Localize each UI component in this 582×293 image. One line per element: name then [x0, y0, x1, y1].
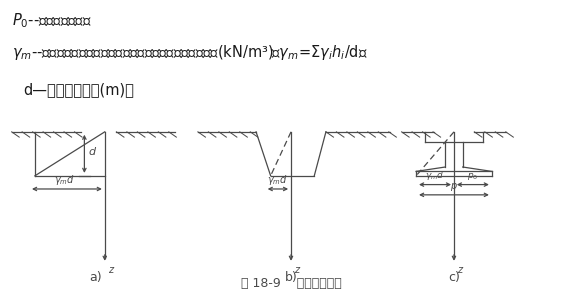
Text: d—基础埋置深度(m)。: d—基础埋置深度(m)。 [23, 82, 134, 97]
Text: $\it{\gamma}_m d$: $\it{\gamma}_m d$ [267, 173, 289, 187]
Text: $\it{\gamma}_m d$: $\it{\gamma}_m d$ [425, 169, 445, 182]
Text: z: z [108, 265, 113, 275]
Text: 图 18-9    基底附加压力: 图 18-9 基底附加压力 [240, 277, 342, 290]
Text: z: z [294, 265, 299, 275]
Text: $\it{\gamma}_m d$: $\it{\gamma}_m d$ [54, 173, 74, 187]
Text: d: d [88, 147, 95, 157]
Text: z: z [457, 265, 462, 275]
Text: $P_0$--基底附加应力；: $P_0$--基底附加应力； [12, 12, 91, 30]
Text: a): a) [90, 271, 102, 284]
Text: b): b) [285, 271, 297, 284]
Text: $\it{\gamma}_m$--埋深范围内土的加权平均重度，地下水位以下取浮重度(kN/m³)，$\it{\gamma}_m$=$\Sigma\it{\gam: $\it{\gamma}_m$--埋深范围内土的加权平均重度，地下水位以下取浮重… [12, 43, 367, 62]
Text: $p$: $p$ [450, 180, 458, 193]
Text: c): c) [448, 271, 460, 284]
Text: $p_0$: $p_0$ [467, 171, 478, 182]
